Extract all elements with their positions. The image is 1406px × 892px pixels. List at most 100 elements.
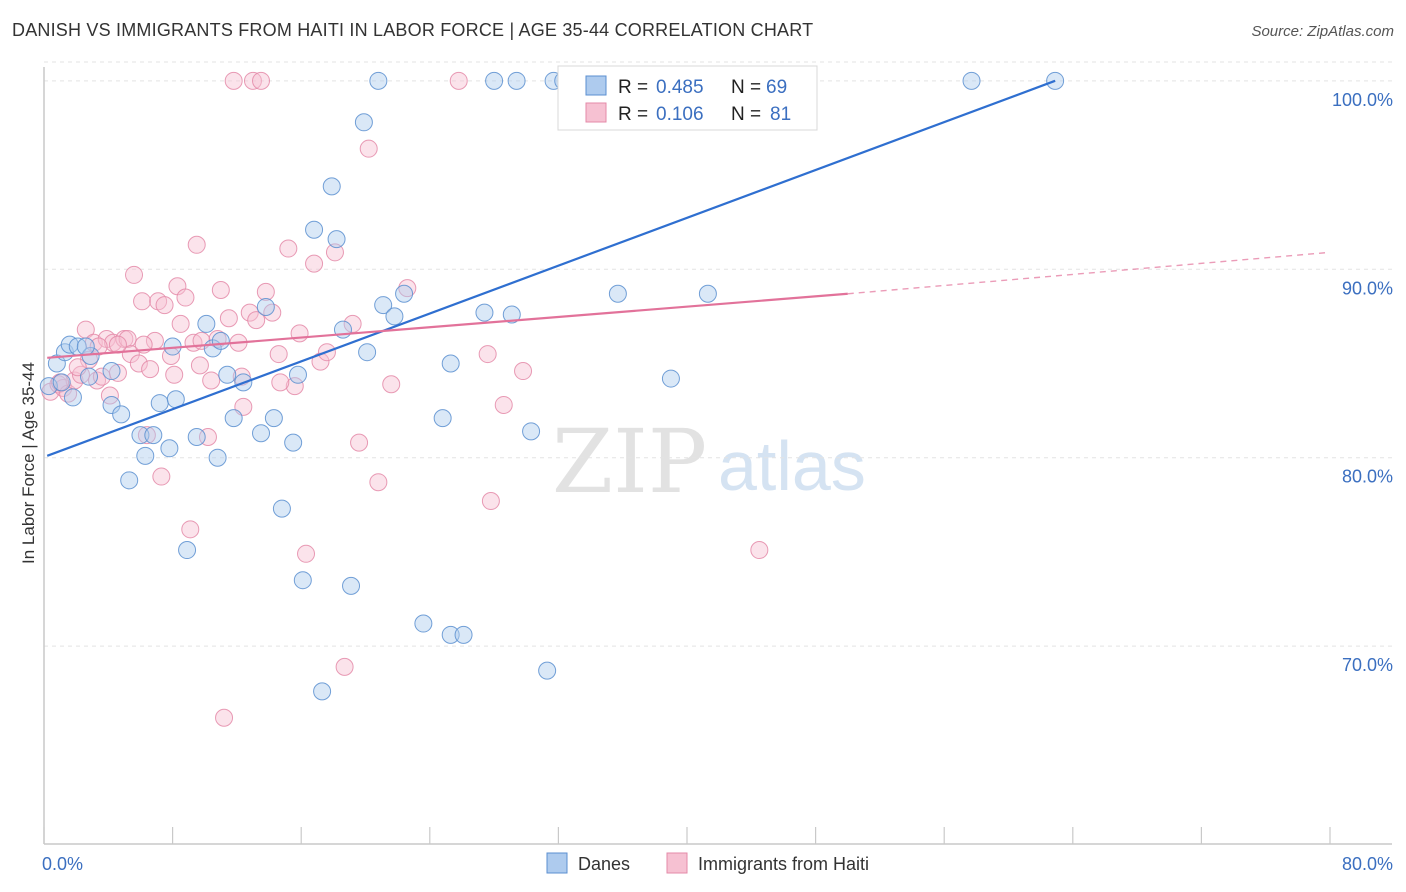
y-tick-label: 90.0% <box>1342 278 1393 298</box>
legend-danes-label: Danes <box>578 854 630 874</box>
haiti-point <box>129 354 148 373</box>
danes-point <box>608 284 627 303</box>
haiti-n-label: N = <box>731 104 761 125</box>
danes-n-label: N = <box>731 77 761 98</box>
haiti-point <box>118 329 137 348</box>
watermark-zip: ZIP <box>552 410 707 513</box>
haiti-r-value: 0.106 <box>656 104 704 125</box>
danes-point <box>485 71 504 90</box>
x-tick-label: 0.0% <box>42 854 83 874</box>
danes-point <box>52 373 71 392</box>
danes-point <box>374 296 393 315</box>
danes-point <box>288 365 307 384</box>
axes <box>43 67 1392 845</box>
danes-point <box>63 388 82 407</box>
haiti-point <box>359 139 378 158</box>
danes-point <box>284 433 303 452</box>
haiti-point <box>219 309 238 328</box>
haiti-point <box>256 282 275 301</box>
y-tick-label: 80.0% <box>1342 467 1393 487</box>
haiti-swatch <box>585 102 607 123</box>
danes-point <box>120 471 139 490</box>
haiti-point <box>514 362 533 381</box>
danes-point <box>358 343 377 362</box>
danes-point <box>414 614 433 633</box>
haiti-point <box>137 426 156 445</box>
haiti-point <box>449 71 468 90</box>
danes-point <box>385 307 404 326</box>
haiti-r-label: R = <box>618 104 648 125</box>
danes-point <box>538 661 557 680</box>
danes-point <box>475 303 494 322</box>
haiti-points <box>41 71 769 727</box>
haiti-point <box>224 71 243 90</box>
danes-points <box>39 71 1065 701</box>
haiti-point <box>297 544 316 563</box>
haiti-point <box>290 324 309 343</box>
haiti-point <box>350 433 369 452</box>
haiti-point <box>165 365 184 384</box>
haiti-point <box>133 292 152 311</box>
haiti-n-value: 81 <box>770 104 791 125</box>
haiti-point <box>369 473 388 492</box>
haiti-point <box>108 335 127 354</box>
danes-point <box>178 541 197 560</box>
haiti-point <box>750 541 769 560</box>
haiti-point <box>176 288 195 307</box>
haiti-point <box>125 265 144 284</box>
danes-point <box>354 113 373 132</box>
danes-point <box>441 625 460 644</box>
danes-point <box>327 230 346 249</box>
danes-point <box>208 448 227 467</box>
x-tick-labels: 0.0% 80.0% <box>42 854 1393 874</box>
danes-point <box>293 571 312 590</box>
danes-point <box>342 576 361 595</box>
haiti-point <box>478 345 497 364</box>
haiti-point <box>382 375 401 394</box>
haiti-point <box>155 296 174 315</box>
haiti-point <box>325 243 344 262</box>
series-legend: Danes Immigrants from Haiti <box>546 852 869 874</box>
haiti-point <box>269 345 288 364</box>
danes-n-value: 69 <box>766 77 787 98</box>
danes-point <box>80 367 99 386</box>
danes-point <box>661 369 680 388</box>
danes-point <box>698 284 717 303</box>
danes-r-value: 0.485 <box>656 77 704 98</box>
danes-point <box>218 365 237 384</box>
danes-point <box>322 177 341 196</box>
haiti-point <box>398 279 417 298</box>
danes-point <box>197 314 216 333</box>
watermark: ZIP atlas <box>552 410 866 513</box>
haiti-point <box>141 360 160 379</box>
haiti-point <box>181 520 200 539</box>
haiti-point <box>252 71 271 90</box>
haiti-point <box>100 386 119 405</box>
haiti-point <box>190 356 209 375</box>
danes-point <box>160 439 179 458</box>
haiti-point <box>187 235 206 254</box>
danes-point <box>369 71 388 90</box>
danes-trend-line <box>46 79 1056 457</box>
danes-point <box>502 305 521 324</box>
haiti-point <box>335 657 354 676</box>
danes-point <box>112 405 131 424</box>
y-axis-title: In Labor Force | Age 35-44 <box>19 362 38 564</box>
haiti-point <box>211 281 230 300</box>
haiti-point <box>202 371 221 390</box>
danes-point <box>150 394 169 413</box>
danes-point <box>256 297 275 316</box>
danes-point <box>211 331 230 350</box>
danes-point <box>224 409 243 428</box>
haiti-point <box>481 492 500 511</box>
haiti-point <box>152 467 171 486</box>
source-credit: Source: ZipAtlas.com <box>1251 23 1394 40</box>
y-tick-labels: 100.0% 90.0% 80.0% 70.0% <box>1332 90 1393 675</box>
danes-swatch <box>585 75 607 96</box>
trend-lines <box>46 79 1331 457</box>
haiti-trend-extension <box>847 251 1331 295</box>
danes-point <box>441 354 460 373</box>
haiti-trend-line <box>47 292 848 359</box>
x-tick-label: 80.0% <box>1342 854 1393 874</box>
danes-point <box>252 424 271 443</box>
